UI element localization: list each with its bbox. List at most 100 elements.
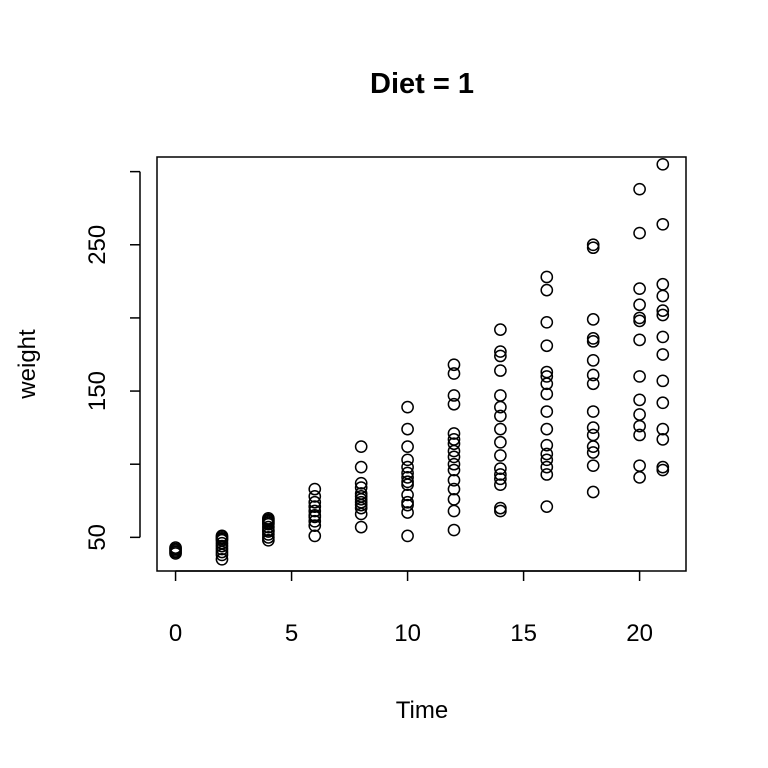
data-point bbox=[633, 311, 646, 325]
data-point bbox=[447, 463, 461, 477]
data-point bbox=[308, 519, 322, 533]
data-point bbox=[354, 487, 368, 500]
data-point bbox=[540, 315, 554, 329]
data-point bbox=[401, 529, 414, 543]
data-point bbox=[494, 323, 507, 336]
data-point bbox=[494, 345, 507, 358]
y-axis-label: weight bbox=[14, 329, 41, 400]
data-point bbox=[354, 520, 368, 534]
data-point bbox=[586, 353, 600, 367]
data-point bbox=[656, 374, 670, 388]
data-point bbox=[401, 400, 414, 414]
data-point bbox=[401, 422, 414, 436]
x-tick-label: 0 bbox=[169, 620, 182, 647]
data-point bbox=[656, 396, 670, 410]
data-point bbox=[633, 459, 646, 473]
data-point bbox=[308, 500, 322, 513]
data-point bbox=[656, 277, 670, 291]
data-point bbox=[401, 506, 414, 519]
data-point bbox=[494, 501, 507, 515]
data-point bbox=[447, 473, 461, 487]
x-tick-label: 20 bbox=[626, 620, 653, 647]
data-point bbox=[540, 468, 554, 481]
data-point bbox=[494, 478, 507, 492]
data-point bbox=[354, 440, 368, 454]
data-point bbox=[447, 389, 461, 402]
data-point bbox=[656, 432, 670, 446]
data-point bbox=[586, 428, 600, 442]
x-axis-label: Time bbox=[396, 697, 448, 724]
data-point bbox=[494, 468, 507, 481]
data-point bbox=[540, 270, 554, 284]
data-point bbox=[633, 282, 646, 296]
data-points bbox=[169, 157, 670, 566]
data-point bbox=[656, 460, 670, 474]
data-point bbox=[586, 459, 600, 473]
data-point bbox=[494, 389, 507, 402]
data-point bbox=[401, 453, 414, 467]
data-point bbox=[447, 358, 461, 372]
data-point bbox=[308, 490, 322, 503]
data-point bbox=[656, 157, 670, 171]
x-tick-label: 10 bbox=[394, 620, 421, 647]
data-point bbox=[586, 313, 600, 326]
data-point bbox=[656, 308, 670, 322]
data-point bbox=[540, 405, 554, 418]
data-point bbox=[656, 304, 670, 317]
data-point bbox=[308, 529, 322, 543]
data-point bbox=[494, 422, 507, 436]
data-point bbox=[494, 435, 507, 449]
data-point bbox=[633, 408, 646, 421]
data-point bbox=[215, 552, 229, 566]
data-point bbox=[447, 367, 461, 380]
y-axis: 50 150 250 bbox=[84, 170, 141, 551]
data-point bbox=[494, 449, 507, 462]
data-point bbox=[447, 427, 461, 440]
data-point bbox=[586, 446, 600, 459]
data-point bbox=[354, 481, 368, 494]
data-point bbox=[494, 472, 507, 486]
x-tick-label: 15 bbox=[510, 620, 537, 647]
data-point bbox=[308, 509, 322, 522]
data-point bbox=[447, 397, 461, 411]
data-point bbox=[494, 409, 507, 423]
data-point bbox=[633, 226, 646, 240]
data-point bbox=[633, 182, 646, 196]
data-point bbox=[308, 495, 322, 509]
data-point bbox=[540, 438, 554, 452]
data-point bbox=[494, 364, 507, 377]
data-point bbox=[633, 298, 646, 312]
data-point bbox=[633, 333, 646, 347]
data-point bbox=[586, 368, 600, 382]
data-point bbox=[586, 238, 600, 252]
data-point bbox=[540, 387, 554, 401]
data-point bbox=[308, 482, 322, 496]
data-point bbox=[401, 471, 414, 484]
data-point bbox=[354, 476, 368, 490]
data-point bbox=[586, 332, 600, 345]
data-point bbox=[308, 514, 322, 528]
data-point bbox=[447, 457, 461, 471]
data-point bbox=[447, 523, 461, 537]
data-point bbox=[540, 500, 554, 513]
data-point bbox=[401, 488, 414, 502]
data-point bbox=[656, 330, 670, 344]
data-point bbox=[215, 529, 229, 543]
data-point bbox=[586, 377, 600, 391]
data-point bbox=[494, 349, 507, 363]
data-point bbox=[447, 450, 461, 464]
data-point bbox=[540, 365, 554, 379]
data-point bbox=[633, 370, 646, 383]
data-point bbox=[401, 460, 414, 474]
data-point bbox=[540, 447, 554, 461]
data-point bbox=[401, 440, 414, 454]
data-point bbox=[447, 437, 461, 451]
data-point bbox=[586, 405, 600, 418]
data-point bbox=[494, 462, 507, 475]
data-point bbox=[540, 422, 554, 436]
data-point bbox=[656, 348, 670, 361]
data-point bbox=[586, 421, 600, 434]
data-point bbox=[401, 495, 414, 509]
